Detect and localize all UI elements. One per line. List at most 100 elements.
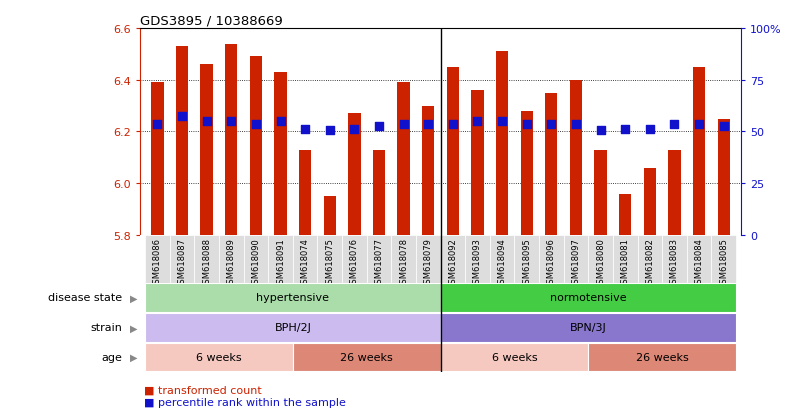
Bar bbox=[422, 106, 434, 235]
Bar bbox=[588, 343, 736, 372]
Text: GSM618093: GSM618093 bbox=[473, 238, 482, 289]
Bar bbox=[268, 235, 293, 283]
Text: GSM618087: GSM618087 bbox=[178, 238, 187, 289]
Point bbox=[372, 124, 385, 131]
Point bbox=[151, 121, 164, 128]
Bar bbox=[342, 235, 367, 283]
Point bbox=[249, 121, 262, 128]
Bar bbox=[176, 47, 188, 235]
Bar bbox=[465, 235, 489, 283]
Text: GSM618092: GSM618092 bbox=[449, 238, 457, 288]
Bar bbox=[293, 235, 317, 283]
Text: BPN/3J: BPN/3J bbox=[570, 323, 606, 332]
Text: 26 weeks: 26 weeks bbox=[636, 352, 689, 362]
Text: hypertensive: hypertensive bbox=[256, 293, 329, 303]
Bar bbox=[200, 65, 213, 235]
Bar bbox=[250, 57, 262, 235]
Bar bbox=[244, 235, 268, 283]
Bar bbox=[539, 235, 564, 283]
Text: 6 weeks: 6 weeks bbox=[492, 352, 537, 362]
Bar bbox=[545, 93, 557, 235]
Bar bbox=[348, 114, 360, 235]
Text: GSM618075: GSM618075 bbox=[325, 238, 334, 289]
Point bbox=[397, 121, 410, 128]
Text: GSM618086: GSM618086 bbox=[153, 238, 162, 289]
Point bbox=[175, 114, 188, 120]
Bar bbox=[514, 235, 539, 283]
Bar bbox=[367, 235, 392, 283]
Text: GSM618077: GSM618077 bbox=[375, 238, 384, 289]
Bar bbox=[392, 235, 416, 283]
Text: 6 weeks: 6 weeks bbox=[196, 352, 242, 362]
Bar bbox=[638, 235, 662, 283]
Text: GSM618089: GSM618089 bbox=[227, 238, 235, 289]
Bar bbox=[441, 343, 588, 372]
Bar bbox=[718, 119, 730, 235]
Bar bbox=[693, 68, 705, 235]
Point bbox=[225, 119, 238, 125]
Bar bbox=[317, 235, 342, 283]
Bar bbox=[613, 235, 638, 283]
Text: normotensive: normotensive bbox=[550, 293, 626, 303]
Text: ■ percentile rank within the sample: ■ percentile rank within the sample bbox=[144, 397, 346, 407]
Point bbox=[422, 121, 435, 128]
Bar bbox=[594, 150, 606, 235]
Bar bbox=[471, 91, 484, 235]
Bar bbox=[668, 150, 681, 235]
Bar bbox=[372, 150, 385, 235]
Text: BPH/2J: BPH/2J bbox=[275, 323, 312, 332]
Text: GSM618085: GSM618085 bbox=[719, 238, 728, 289]
Point bbox=[619, 126, 632, 133]
Text: GSM618084: GSM618084 bbox=[694, 238, 703, 289]
Bar bbox=[662, 235, 686, 283]
Text: GSM618096: GSM618096 bbox=[547, 238, 556, 289]
Bar bbox=[588, 235, 613, 283]
Bar bbox=[564, 235, 588, 283]
Bar bbox=[145, 343, 293, 372]
Bar bbox=[275, 73, 287, 235]
Point bbox=[594, 128, 607, 134]
Point bbox=[521, 121, 533, 128]
Text: GSM618094: GSM618094 bbox=[497, 238, 506, 288]
Point bbox=[200, 119, 213, 125]
Text: ■ transformed count: ■ transformed count bbox=[144, 385, 262, 394]
Point bbox=[693, 121, 706, 128]
Text: GSM618074: GSM618074 bbox=[300, 238, 310, 289]
Bar bbox=[644, 169, 656, 235]
Bar bbox=[145, 235, 170, 283]
Text: GSM618088: GSM618088 bbox=[202, 238, 211, 289]
Point bbox=[299, 126, 312, 133]
Bar bbox=[145, 283, 441, 312]
Bar bbox=[496, 52, 509, 235]
Bar bbox=[570, 81, 582, 235]
Text: GSM618076: GSM618076 bbox=[350, 238, 359, 289]
Text: ▶: ▶ bbox=[130, 293, 137, 303]
Text: age: age bbox=[101, 352, 122, 362]
Point bbox=[570, 121, 582, 128]
Point bbox=[717, 124, 730, 131]
Point bbox=[471, 119, 484, 125]
Bar bbox=[151, 83, 163, 235]
Bar bbox=[441, 283, 736, 312]
Point bbox=[545, 121, 557, 128]
Text: GSM618091: GSM618091 bbox=[276, 238, 285, 288]
Text: GSM618082: GSM618082 bbox=[646, 238, 654, 289]
Bar bbox=[324, 197, 336, 235]
Bar bbox=[195, 235, 219, 283]
Text: GSM618078: GSM618078 bbox=[399, 238, 409, 289]
Bar bbox=[145, 313, 441, 342]
Text: 26 weeks: 26 weeks bbox=[340, 352, 393, 362]
Point bbox=[348, 126, 360, 133]
Text: GSM618079: GSM618079 bbox=[424, 238, 433, 289]
Point bbox=[324, 128, 336, 134]
Bar bbox=[619, 194, 631, 235]
Text: disease state: disease state bbox=[48, 293, 122, 303]
Bar bbox=[441, 313, 736, 342]
Text: GSM618083: GSM618083 bbox=[670, 238, 679, 289]
Bar bbox=[441, 235, 465, 283]
Bar bbox=[397, 83, 410, 235]
Point bbox=[643, 126, 656, 133]
Point bbox=[496, 119, 509, 125]
Text: ▶: ▶ bbox=[130, 323, 137, 332]
Bar bbox=[686, 235, 711, 283]
